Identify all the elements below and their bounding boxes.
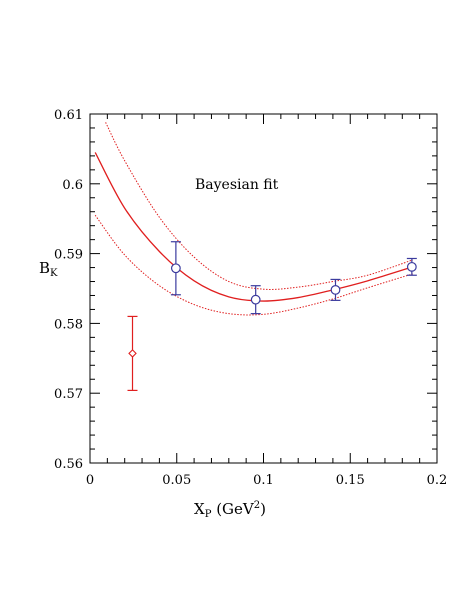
point-marker-circle bbox=[170, 263, 181, 274]
x-tick-label: 0.15 bbox=[336, 473, 365, 488]
x-axis-label-rest: (GeV bbox=[211, 500, 254, 518]
fit-central-curve bbox=[94, 152, 413, 302]
point-marker-diamond bbox=[128, 349, 137, 358]
tick-marks bbox=[89, 113, 438, 464]
y-tick-label: 0.58 bbox=[54, 317, 83, 332]
fit-curves bbox=[94, 122, 413, 316]
y-tick-label: 0.61 bbox=[54, 108, 83, 123]
x-tick-label: 0.05 bbox=[162, 473, 191, 488]
x-tick-label: 0.2 bbox=[427, 473, 448, 488]
x-axis-label-main: X bbox=[194, 500, 205, 518]
data-point bbox=[250, 285, 261, 315]
y-tick-label: 0.6 bbox=[62, 178, 83, 193]
y-axis-label-sub: K bbox=[50, 268, 58, 279]
x-axis-label-close: ) bbox=[260, 500, 266, 518]
x-tick-label: 0 bbox=[86, 473, 94, 488]
tick-labels: 0 0.05 0.1 0.15 0.2 0.56 0.57 0.58 0.59 0.6 0.61 bbox=[54, 108, 447, 488]
annotation-bayesian-fit: Bayesian fit bbox=[195, 177, 279, 193]
point-marker-circle bbox=[406, 261, 417, 272]
data-points bbox=[127, 241, 417, 392]
y-tick-label: 0.59 bbox=[54, 248, 83, 263]
y-tick-label: 0.57 bbox=[54, 387, 83, 402]
x-tick-label: 0.1 bbox=[253, 473, 274, 488]
extrapolated-point bbox=[127, 315, 138, 392]
x-axis-label-sup: 2 bbox=[254, 500, 260, 511]
fit-lower-band bbox=[94, 214, 413, 316]
point-marker-circle bbox=[250, 294, 261, 305]
x-axis-label: XP (GeV2) bbox=[194, 500, 266, 520]
y-axis-label: BK bbox=[39, 259, 58, 279]
point-marker-circle bbox=[330, 284, 341, 295]
fit-upper-band bbox=[105, 122, 413, 290]
x-axis-label-sub: P bbox=[205, 509, 212, 520]
data-point bbox=[170, 241, 181, 296]
y-tick-label: 0.56 bbox=[54, 457, 83, 472]
plot-frame bbox=[89, 113, 438, 464]
data-point bbox=[330, 278, 341, 301]
data-point bbox=[406, 257, 417, 276]
y-axis-label-main: B bbox=[39, 259, 50, 277]
